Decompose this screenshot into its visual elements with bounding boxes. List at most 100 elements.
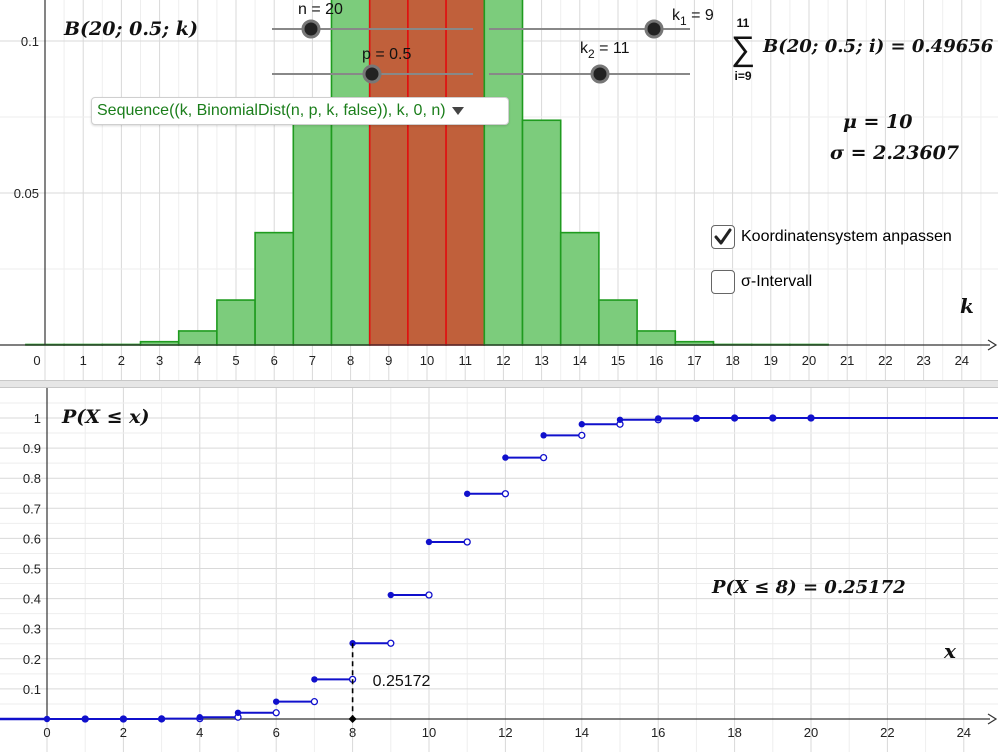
- x-tick-label: 9: [385, 353, 392, 368]
- x-tick-label: 12: [496, 353, 510, 368]
- bar-k-7: [292, 119, 333, 346]
- slider-p[interactable]: p = 0.5: [272, 46, 473, 84]
- bar-k-14: [559, 231, 600, 346]
- cdf-point-filled-0: [43, 715, 51, 723]
- cdf-point-filled-15: [616, 416, 624, 423]
- cdf-title: P(X ≤ x): [61, 406, 150, 428]
- x-tick-label: 2: [120, 725, 127, 740]
- checkbox-koordinatensystem[interactable]: Koordinatensystem anpassen: [711, 225, 952, 249]
- x-tick-label: 16: [649, 353, 663, 368]
- x-tick-label: 14: [575, 725, 589, 740]
- cdf-point-open-6: [272, 709, 280, 717]
- bar-k-4: [177, 330, 218, 346]
- x-tick-label: 7: [309, 353, 316, 368]
- cdf-point-filled-3: [158, 715, 165, 722]
- checkbox-sigma-intervall[interactable]: σ-Intervall: [711, 270, 812, 294]
- cdf-point-open-9: [387, 639, 395, 647]
- bar-k-10: [407, 0, 447, 346]
- y-tick-label: 0.1: [23, 682, 41, 697]
- x-tick-label: 4: [194, 353, 201, 368]
- x-tick-label: 6: [273, 725, 280, 740]
- cdf-point-filled-9: [387, 591, 394, 599]
- binomial-distribution-chart[interactable]: 0 1 2 3 4 5 6 7 8 9 10 11 12 13 14 15 16 17 18 19 20 21 22 23 24…: [0, 0, 998, 380]
- command-input[interactable]: Sequence((k, BinomialDist(n, p, k, false…: [91, 97, 509, 125]
- slider-k2-knob[interactable]: [590, 64, 610, 84]
- x-tick-label: 1: [80, 353, 87, 368]
- x-tick-label: 14: [573, 353, 587, 368]
- cdf-point-open-14: [578, 431, 586, 440]
- y-tick-label: 0.05: [14, 186, 39, 201]
- x-axis-arrow: [987, 713, 998, 725]
- axis-variable-x: x: [943, 639, 957, 663]
- cdf-point-open-11: [463, 538, 471, 546]
- cdf-point-filled-18: [731, 414, 738, 422]
- slider-p-label: p = 0.5: [362, 46, 411, 63]
- x-axis-arrow: [987, 339, 998, 351]
- x-tick-label: 17: [687, 353, 701, 368]
- cumulative-distribution-chart[interactable]: 0 2 4 6 8 10 12 14 16 18 20 22 240.10.20.30.40.50.60…: [0, 388, 998, 752]
- view-separator[interactable]: [0, 380, 998, 388]
- x-tick-label: 23: [916, 353, 930, 368]
- marker-point-on-axis: [348, 715, 357, 723]
- cdf-point-filled-16: [655, 415, 662, 422]
- y-tick-label: 0.9: [23, 441, 41, 456]
- cdf-point-filled-7: [311, 676, 318, 683]
- sum-symbol: ∑: [731, 30, 755, 68]
- y-tick-label: 0.8: [23, 471, 41, 486]
- std-dev-label: σ = 2.23607: [830, 142, 959, 164]
- cdf-point-filled-20: [807, 414, 815, 422]
- cdf-point-filled-2: [120, 715, 127, 723]
- x-tick-label: 21: [840, 353, 854, 368]
- cdf-point-open-7: [310, 697, 319, 706]
- x-tick-label: 5: [232, 353, 239, 368]
- bar-k-13: [521, 119, 562, 346]
- slider-p-knob[interactable]: [362, 64, 382, 84]
- x-tick-label: 6: [271, 353, 278, 368]
- cdf-point-filled-12: [502, 454, 509, 461]
- checkbox-koordinatensystem-label: Koordinatensystem anpassen: [741, 228, 952, 245]
- slider-k2-label: k2 = 11: [580, 40, 630, 61]
- x-tick-label: 24: [957, 725, 971, 740]
- x-tick-label: 20: [802, 353, 816, 368]
- cdf-point-filled-5: [234, 709, 242, 716]
- cdf-point-filled-19: [769, 414, 776, 422]
- cdf-point-filled-13: [540, 432, 547, 439]
- slider-k1-knob[interactable]: [644, 19, 664, 39]
- y-tick-label: 0.2: [23, 652, 41, 667]
- chevron-down-icon[interactable]: [451, 107, 464, 115]
- distribution-title: B(20; 0.5; k): [63, 18, 198, 40]
- x-tick-label: 10: [420, 353, 434, 368]
- y-tick-label: 0.5: [23, 562, 41, 577]
- x-tick-label: 18: [727, 725, 741, 740]
- bar-k-16: [636, 330, 677, 346]
- slider-n[interactable]: n = 20: [272, 1, 473, 39]
- x-tick-label: 24: [955, 353, 969, 368]
- cdf-result: P(X ≤ 8) = 0.25172: [711, 577, 906, 598]
- bar-k-12: [483, 0, 524, 346]
- slider-n-knob[interactable]: [301, 19, 321, 39]
- bar-k-15: [598, 299, 638, 346]
- y-tick-label: 0.1: [21, 34, 39, 49]
- sum-lower-limit: i=9: [734, 69, 751, 83]
- x-tick-label: 20: [804, 725, 818, 740]
- bar-k-6: [254, 231, 295, 346]
- y-tick-label: 0.4: [23, 592, 41, 607]
- x-tick-label: 8: [349, 725, 356, 740]
- x-tick-label: 16: [651, 725, 665, 740]
- mean-label: μ = 10: [843, 111, 913, 133]
- checkbox-koordinatensystem-box[interactable]: [711, 225, 735, 249]
- x-tick-label: 19: [764, 353, 778, 368]
- cdf-point-filled-6: [273, 698, 280, 705]
- sum-upper-limit: 11: [737, 16, 750, 30]
- cdf-point-filled-11: [464, 490, 471, 497]
- slider-k1[interactable]: k1 = 9: [489, 7, 714, 39]
- slider-k2[interactable]: k2 = 11: [489, 40, 690, 84]
- marker-value-label: 0.25172: [373, 673, 431, 690]
- checkbox-sigma-intervall-box[interactable]: [711, 270, 735, 294]
- axis-variable-k: k: [960, 294, 974, 318]
- command-text[interactable]: Sequence((k, BinomialDist(n, p, k, false…: [97, 102, 446, 119]
- x-tick-label: 11: [458, 353, 472, 368]
- x-tick-label: 10: [422, 725, 436, 740]
- checkbox-sigma-intervall-label: σ-Intervall: [741, 273, 813, 290]
